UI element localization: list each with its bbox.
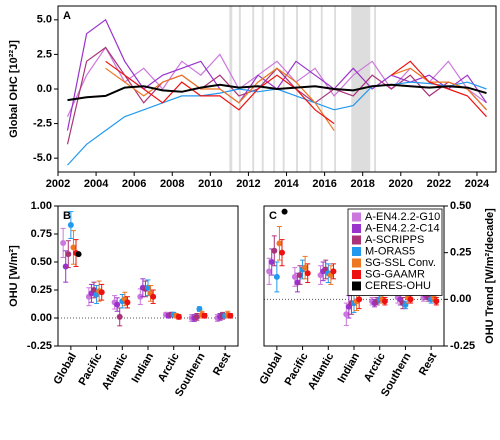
y-tick-label: 5.0 [37,14,52,26]
y-tick-label: 0.25 [31,284,52,296]
y-tick-label: -5.0 [33,152,52,164]
dot [271,247,278,254]
dot [137,293,144,300]
dot [75,251,82,258]
y-axis-label: Global OHC [10²²J] [8,40,20,138]
series-line [105,67,487,131]
dot [279,249,285,256]
y-axis-label: OHU [W/m²] [8,245,20,307]
legend-swatch [352,247,361,256]
dot [60,239,67,246]
legend-label: M-ORAS5 [365,245,415,257]
dot [297,272,303,279]
dot [114,301,121,308]
panel-label: B [63,210,71,222]
y-tick-label: 0.0 [37,83,52,95]
legend-swatch [352,212,361,222]
legend-label: CERES-OHU [365,280,431,292]
legend-swatch [352,281,361,291]
y-tick-label: -0.25 [27,340,52,352]
dot [330,268,337,275]
y-tick-label: -2.5 [33,117,52,129]
dot [116,313,123,320]
x-tick-label: 2022 [427,178,451,190]
x-tick-label: 2002 [46,178,70,190]
dot [91,287,97,293]
legend-swatch [352,235,361,245]
dot [70,244,77,251]
dot [65,251,72,258]
x-tick-label: 2024 [465,178,490,190]
x-tick-label: 2014 [274,178,299,190]
dot [193,313,200,320]
dot [276,240,283,247]
y-tick-label: 0.00 [31,312,52,324]
x-tick-label: 2008 [160,178,184,190]
legend-label: SG-GAAMR [365,268,425,280]
x-tick-label: 2010 [198,178,222,190]
shaded-span [309,6,312,172]
dot [304,270,311,277]
y-tick-label: 0.50 [450,200,471,212]
legend-box [347,208,443,296]
legend-swatch [352,258,361,268]
y-tick-label: 0.00 [450,293,471,305]
dot [124,299,131,306]
dot [266,268,273,275]
shaded-span [320,6,323,172]
dot [268,259,275,265]
dot [98,289,105,296]
series-line [67,83,487,102]
dot [227,312,234,319]
x-tick-label: 2006 [122,178,146,190]
dot [281,208,288,215]
series-line [105,60,487,125]
y-tick-label: 2.5 [37,48,52,60]
legend-label: SG-SSL Conv. [365,257,436,269]
x-tick-label: 2018 [350,178,374,190]
dot [407,296,414,303]
legend-swatch [352,224,361,233]
x-tick-label: 2012 [236,178,260,190]
y-axis-label: OHU Trend [W/m²/decade] [484,208,496,344]
dot [67,222,74,229]
y-tick-label: 0.50 [31,256,52,268]
y-tick-label: -0.25 [450,340,475,352]
dot [433,298,440,305]
shaded-span [252,6,255,172]
dot [381,298,388,305]
shaded-span [229,6,233,172]
plot-frame [263,205,445,347]
plot-frame [57,5,497,173]
shaded-span [374,6,377,172]
y-tick-label: 0.75 [31,228,52,240]
dot [175,313,182,320]
x-tick-label: 2020 [389,178,413,190]
dot [201,312,208,319]
dot [291,273,298,280]
x-tick-label: 2004 [84,178,109,190]
panel-label: A [63,10,71,22]
legend-label: A-EN4.2.2-G10 [365,211,440,223]
y-tick-label: 0.25 [450,247,471,259]
plot-frame [57,205,239,347]
dot [196,306,203,313]
panel-label: C [269,210,277,222]
dot [356,296,363,303]
dot [145,284,151,291]
legend-label: A-SCRIPPS [365,234,424,246]
shaded-span [261,6,264,172]
dot [302,264,309,271]
dot [343,311,350,318]
dot [273,273,280,280]
legend-swatch [352,270,361,279]
legend-label: A-EN4.2.2-C14 [365,222,440,234]
dot [150,293,157,300]
x-tick-label: 2016 [312,178,336,190]
y-tick-label: 1.00 [31,200,52,212]
